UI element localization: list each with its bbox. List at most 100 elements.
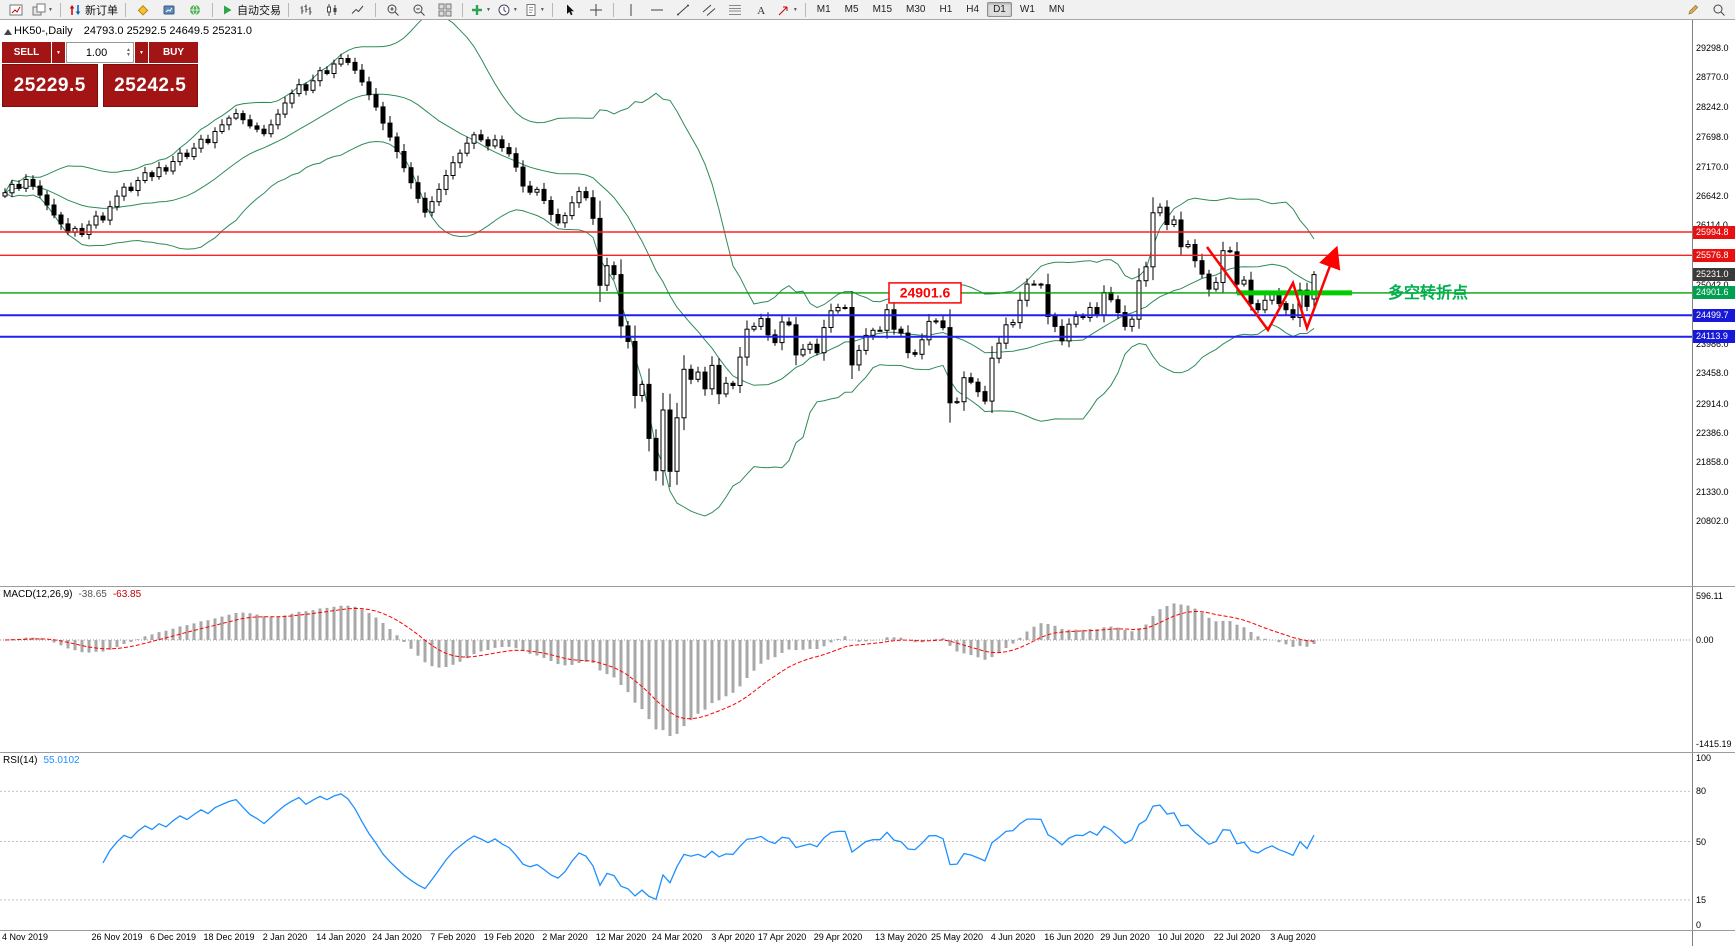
toolbar: ▼ 新订单 自动交易 ▼ ▼ ▼ A ▼ M1 M5 M15 M30 H1 H4 D1 W1 MN [0, 0, 1735, 20]
price-tick: 23986.0 [1696, 339, 1729, 349]
bollinger-bands [4, 20, 1315, 517]
timeframe-h1[interactable]: H1 [939, 4, 953, 15]
profiles-button[interactable]: ▼ [29, 0, 56, 20]
price-badge: 25994.8 [1693, 226, 1735, 239]
indicators-add-button[interactable]: ▼ [467, 0, 494, 20]
date-label: 3 Aug 2020 [1270, 932, 1316, 942]
candles [2, 53, 1317, 487]
price-tick: 26114.0 [1696, 220, 1728, 230]
mql-editor-icon [137, 4, 149, 16]
profiles-icon [32, 3, 46, 15]
price-axis[interactable]: 29298.0 28770.0 28242.0 27698.0 27170.0 26642… [1692, 20, 1735, 946]
timeframe-mn[interactable]: MN [1048, 4, 1065, 15]
macd-scale-tick: 0.00 [1696, 635, 1714, 645]
trendline-button[interactable] [670, 0, 696, 20]
arrow-tools-button[interactable]: ▼ [774, 0, 801, 20]
timeframe-m30[interactable]: M30 [906, 4, 926, 15]
indicators-add-icon [471, 4, 482, 15]
line-mode-button[interactable] [345, 0, 371, 20]
volume-spinner-icon[interactable]: ▲ ▼ [126, 46, 131, 58]
date-label: 29 Apr 2020 [813, 932, 863, 942]
fibonacci-button[interactable] [722, 0, 748, 20]
sell-button[interactable]: 25229.5 [2, 64, 98, 107]
sell-dropdown-icon[interactable]: ▼ [52, 42, 65, 63]
price-tick: 26642.0 [1696, 191, 1729, 201]
toolbar-separator [461, 2, 463, 17]
templates-button[interactable]: ▼ [521, 0, 548, 20]
candles-mode-button[interactable] [319, 0, 345, 20]
vertical-line-icon [630, 3, 632, 16]
zoom-out-button[interactable] [406, 0, 432, 20]
sell-tab[interactable]: SELL [2, 42, 51, 63]
chart-title: HK50-,Daily 24793.0 25292.5 24649.5 2523… [14, 25, 252, 37]
macd-panel-canvas[interactable] [0, 587, 1692, 752]
date-label: 10 Jul 2020 [1157, 932, 1205, 942]
toolbar-right-group [1680, 0, 1732, 20]
buy-dropdown-icon[interactable]: ▼ [135, 42, 148, 63]
mql-editor-button[interactable] [130, 0, 156, 20]
new-chart-button[interactable] [3, 0, 29, 20]
zoom-in-button[interactable] [380, 0, 406, 20]
timeframe-m15[interactable]: M15 [872, 4, 893, 15]
timeframe-d1[interactable]: D1 [987, 2, 1012, 17]
buy-tab[interactable]: BUY [149, 42, 198, 63]
chevron-down-icon: ▼ [512, 6, 518, 13]
community-button[interactable] [182, 0, 208, 20]
chevron-down-icon: ▼ [48, 6, 53, 13]
new-chart-icon [9, 4, 23, 15]
text-button[interactable]: A [748, 0, 774, 20]
crosshair-button[interactable] [583, 0, 609, 20]
trend-arrow[interactable] [1205, 245, 1341, 333]
buy-label: BUY [162, 47, 185, 58]
channel-button[interactable] [696, 0, 722, 20]
date-label: 24 Jan 2020 [372, 932, 422, 942]
autotrading-button[interactable]: 自动交易 [217, 0, 284, 20]
timeframe-w1[interactable]: W1 [1019, 4, 1035, 15]
timeframe-m5[interactable]: M5 [844, 4, 859, 15]
rsi-panel-canvas[interactable] [0, 753, 1692, 930]
tile-windows-icon [438, 3, 452, 16]
price-tick: 22914.0 [1696, 399, 1729, 409]
macd-histogram [10, 603, 1316, 736]
toolbar-separator [551, 2, 553, 17]
search-button[interactable] [1706, 0, 1732, 20]
pencil-button[interactable] [1680, 0, 1706, 20]
price-tick: 27170.0 [1696, 162, 1729, 172]
volume-input[interactable]: 1.00 ▲ ▼ [66, 42, 134, 63]
price-callout[interactable]: 24901.6 [888, 282, 962, 304]
timeframe-m1[interactable]: M1 [816, 4, 831, 15]
autotrading-icon [223, 5, 232, 14]
note-text[interactable]: 多空转折点 [1388, 283, 1468, 302]
toolbar-separator [804, 2, 806, 17]
text-icon: A [757, 5, 765, 17]
price-tick: 21858.0 [1696, 457, 1729, 467]
market-button[interactable] [156, 0, 182, 20]
cursor-button[interactable] [557, 0, 583, 20]
rsi-scale-tick: 50 [1696, 837, 1707, 847]
date-label: 29 Jun 2020 [1100, 932, 1150, 942]
channel-icon [702, 4, 716, 16]
tile-windows-button[interactable] [432, 0, 458, 20]
price-tick: 25042.0 [1696, 280, 1729, 290]
rsi-line [102, 793, 1315, 901]
date-label: 13 May 2020 [874, 932, 928, 942]
buy-button[interactable]: 25242.5 [102, 64, 198, 107]
price-badge: 24901.6 [1693, 286, 1735, 299]
periods-clock-button[interactable]: ▼ [494, 0, 521, 20]
rsi-scale-tick: 100 [1696, 753, 1712, 763]
time-axis[interactable]: 4 Nov 2019 26 Nov 2019 6 Dec 2019 18 Dec 20… [0, 931, 1692, 946]
bars-mode-button[interactable] [293, 0, 319, 20]
vertical-line-button[interactable] [618, 0, 644, 20]
rsi-scale-tick: 15 [1696, 895, 1707, 905]
timeframe-h4[interactable]: H4 [966, 4, 980, 15]
price-tick: 28770.0 [1696, 72, 1729, 82]
date-label: 24 Mar 2020 [651, 932, 703, 942]
main-chart-canvas[interactable]: 24901.6 多空转折点 [0, 20, 1692, 586]
macd-label: MACD(12,26,9) -38.65 -63.85 [3, 589, 142, 600]
new-order-button[interactable]: 新订单 [65, 0, 121, 20]
one-click-toggle-icon[interactable] [4, 29, 12, 35]
market-icon [163, 5, 175, 14]
date-label: 25 May 2020 [930, 932, 984, 942]
new-order-label: 新订单 [84, 4, 118, 17]
horizontal-line-button[interactable] [644, 0, 670, 20]
